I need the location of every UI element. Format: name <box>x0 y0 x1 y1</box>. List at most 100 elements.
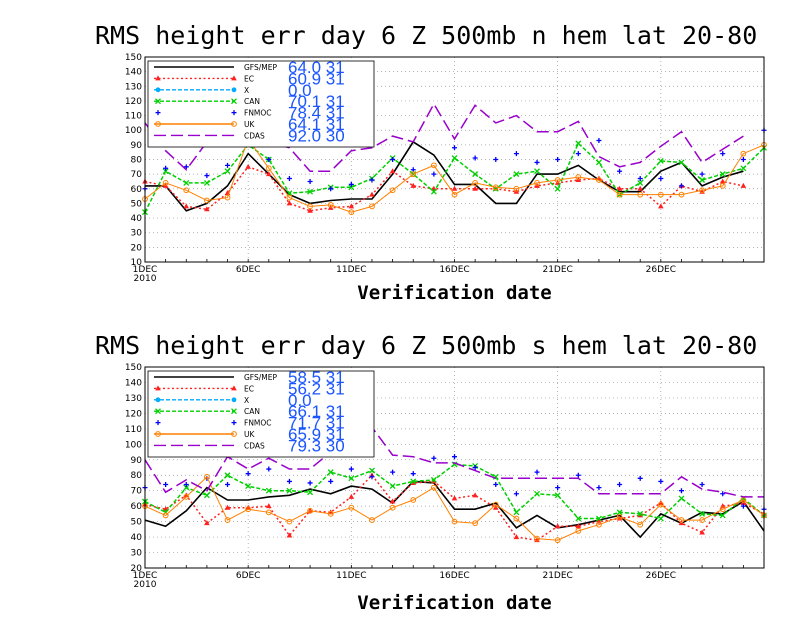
data-point <box>720 491 726 497</box>
data-point <box>657 515 664 522</box>
data-point <box>348 475 355 482</box>
x-tick-label: 6DEC <box>236 265 261 275</box>
data-point <box>657 501 664 508</box>
series-cdas <box>144 102 744 172</box>
data-point <box>658 176 664 182</box>
x-axis-label: Verification date <box>357 282 551 304</box>
legend-stat: 70.1 31 <box>288 92 345 111</box>
data-point <box>348 184 355 191</box>
data-point <box>204 206 210 212</box>
legend-marker-start <box>155 431 161 437</box>
data-point <box>678 159 685 166</box>
data-point <box>451 191 458 198</box>
legend-entry: UK 64.1 31 <box>154 115 345 134</box>
data-point <box>617 168 623 174</box>
legend-marker-end <box>231 420 237 426</box>
data-point <box>472 185 478 191</box>
legend-entry: CAN 66.1 31 <box>154 402 345 421</box>
legend-marker-end <box>231 87 237 93</box>
legend-label: CDAS <box>244 131 265 140</box>
data-point <box>328 186 334 192</box>
legend-stat: 58.5 31 <box>288 368 345 387</box>
series-line <box>144 426 764 498</box>
legend-label: GFS/MEP <box>244 373 277 382</box>
data-point <box>720 151 726 157</box>
data-point <box>637 185 643 191</box>
legend-marker-start <box>155 397 161 403</box>
data-point <box>699 187 705 194</box>
data-point <box>162 180 169 186</box>
data-point <box>678 495 685 502</box>
data-point <box>389 168 396 174</box>
data-point <box>740 503 746 509</box>
data-point <box>451 495 458 501</box>
legend-marker-end <box>231 431 237 437</box>
data-point <box>410 497 417 503</box>
data-point <box>451 185 458 191</box>
data-point <box>554 492 561 499</box>
series-gfs-mep <box>144 480 765 539</box>
y-tick-label: 90 <box>131 141 143 151</box>
data-point <box>286 200 293 206</box>
legend-label: EC <box>244 384 254 393</box>
data-point <box>595 515 602 522</box>
legend-stat: 64.0 31 <box>288 58 345 77</box>
legend-marker-start <box>155 87 161 93</box>
data-point <box>719 171 726 178</box>
legend-marker-end <box>231 110 237 116</box>
data-point <box>699 517 705 523</box>
legend-stat: 79.3 30 <box>288 436 345 455</box>
data-point <box>699 529 705 535</box>
data-point <box>719 182 726 189</box>
data-point <box>183 164 189 170</box>
data-point <box>389 187 396 194</box>
data-point <box>451 155 458 161</box>
data-point <box>410 171 417 178</box>
legend-label: CAN <box>244 407 260 416</box>
data-point <box>327 201 334 208</box>
legend-entry: CAN 70.1 31 <box>154 92 345 111</box>
x-tick-label: 11DEC <box>336 265 366 275</box>
data-point <box>348 493 355 499</box>
y-tick-label: 30 <box>131 549 143 559</box>
data-point <box>678 183 684 189</box>
data-point <box>555 157 561 162</box>
data-point <box>719 506 726 513</box>
data-point <box>596 521 602 528</box>
y-tick-label: 70 <box>131 487 143 497</box>
data-point <box>307 188 314 195</box>
data-point <box>534 159 540 165</box>
legend-label: GFS/MEP <box>244 63 277 72</box>
data-point <box>513 509 520 516</box>
y-tick-label: 40 <box>131 214 143 224</box>
y-tick-label: 150 <box>125 363 142 373</box>
data-point <box>575 140 582 147</box>
data-point <box>616 191 623 198</box>
x-tick-label: 1DEC <box>133 571 158 581</box>
series-can <box>142 461 767 522</box>
legend-box <box>147 60 375 148</box>
data-point <box>699 482 705 488</box>
data-point <box>266 171 272 177</box>
series-ec <box>142 163 747 213</box>
series-gfs-mep <box>145 140 744 212</box>
data-point <box>307 489 314 496</box>
data-point <box>225 162 231 168</box>
data-point <box>534 469 540 475</box>
data-point <box>183 179 190 186</box>
y-tick-label: 130 <box>125 82 142 92</box>
data-point <box>430 162 437 169</box>
data-point <box>369 191 375 197</box>
data-point <box>637 179 644 186</box>
chart-panel-1: RMS height err day 6 Z 500mb n hem lat 2… <box>95 21 767 304</box>
data-point <box>348 504 355 511</box>
y-tick-label: 50 <box>131 518 143 528</box>
data-point <box>699 510 706 517</box>
y-tick-label: 130 <box>125 394 142 404</box>
x-tick-label: 21DEC <box>542 265 572 275</box>
y-tick-label: 80 <box>131 471 143 481</box>
data-point <box>390 469 396 475</box>
data-point <box>286 176 292 182</box>
y-tick-label: 140 <box>125 68 142 78</box>
